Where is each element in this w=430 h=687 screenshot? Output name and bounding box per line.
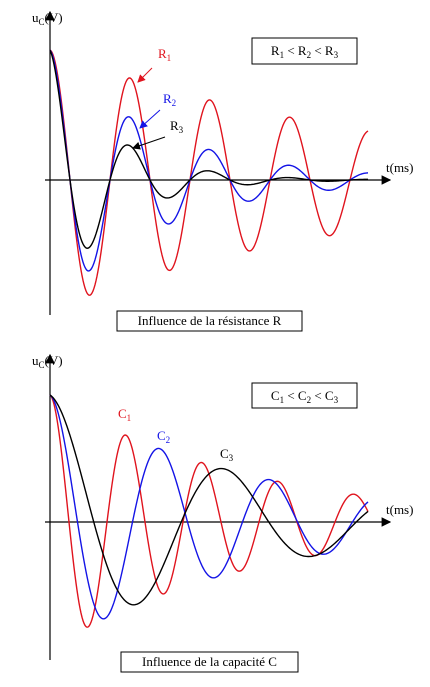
curve-label: R2: [163, 91, 176, 108]
relation-part: <: [284, 43, 298, 58]
curve-label: C2: [157, 428, 170, 445]
y-axis-label: uC(V): [32, 10, 63, 27]
caption-box: [120, 651, 299, 673]
y-axis-label: uC(V): [32, 353, 63, 370]
curve-label-main: C: [157, 428, 166, 443]
y-label-unit: (V): [45, 10, 63, 25]
relation-part: 1: [280, 395, 285, 405]
curve: [49, 394, 369, 628]
relation-part: <: [311, 388, 325, 403]
curve-label-main: R: [163, 91, 172, 106]
caption: Influence de la capacité C: [142, 654, 277, 669]
caption: Influence de la résistance R: [138, 313, 282, 328]
relation-part: <: [311, 43, 325, 58]
x-axis-label: t(ms): [386, 502, 413, 517]
label-arrow: [132, 136, 166, 150]
relation: C1 < C2 < C3: [271, 388, 339, 405]
relation-box: [251, 382, 358, 409]
curve-label-sub: 2: [166, 435, 171, 445]
caption-box: [116, 310, 303, 332]
curve-label-sub: 1: [167, 53, 172, 63]
relation-part: 2: [307, 50, 312, 60]
label-arrow: [137, 67, 153, 83]
y-label-unit: (V): [45, 353, 63, 368]
curve-label-sub: 3: [179, 125, 184, 135]
x-axis-label: t(ms): [386, 160, 413, 175]
relation-part: 3: [334, 395, 339, 405]
relation-part: C: [271, 388, 280, 403]
curve-label: C1: [118, 406, 131, 423]
y-label-sub: C: [39, 360, 45, 370]
relation-part: 3: [334, 50, 339, 60]
curve: [49, 49, 369, 296]
curve-label-main: C: [118, 406, 127, 421]
label-arrow: [139, 109, 161, 129]
relation-part: C: [325, 388, 334, 403]
relation-part: R: [325, 43, 334, 58]
y-label-main: u: [32, 353, 39, 368]
y-label-main: u: [32, 10, 39, 25]
relation-part: 2: [307, 395, 312, 405]
curve-label-main: R: [170, 118, 179, 133]
relation-part: 1: [280, 50, 285, 60]
relation-part: R: [298, 43, 307, 58]
curve: [49, 394, 369, 620]
curve-label: R3: [170, 118, 184, 135]
curve-label-main: R: [158, 46, 167, 61]
curve-label-sub: 2: [172, 98, 177, 108]
relation-part: R: [271, 43, 280, 58]
relation-part: <: [284, 388, 298, 403]
curve-label-main: C: [220, 446, 229, 461]
curve: [49, 49, 369, 272]
curve-label: R1: [158, 46, 171, 63]
y-label-sub: C: [39, 17, 45, 27]
curve-label-sub: 1: [127, 413, 132, 423]
relation: R1 < R2 < R3: [271, 43, 339, 60]
relation-box: [251, 37, 358, 65]
curve: [49, 394, 369, 606]
relation-part: C: [298, 388, 307, 403]
curve-label-sub: 3: [229, 453, 234, 463]
curve: [49, 49, 368, 249]
curve-label: C3: [220, 446, 234, 463]
